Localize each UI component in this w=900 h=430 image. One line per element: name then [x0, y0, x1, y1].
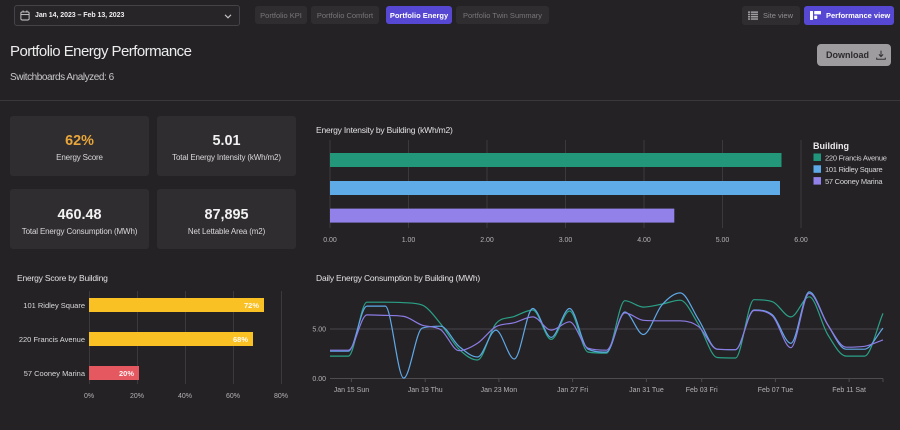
svg-text:0.00: 0.00	[312, 376, 326, 383]
svg-text:Energy Score by Building: Energy Score by Building	[17, 273, 108, 283]
svg-text:1.00: 1.00	[402, 237, 416, 244]
svg-text:3.00: 3.00	[559, 237, 573, 244]
svg-text:220 Francis Avenue: 220 Francis Avenue	[825, 153, 887, 162]
svg-text:0%: 0%	[84, 393, 94, 400]
svg-text:80%: 80%	[274, 393, 288, 400]
svg-text:6.00: 6.00	[794, 237, 808, 244]
svg-text:Jan 15 Sun: Jan 15 Sun	[334, 387, 370, 394]
svg-text:Jan 31 Tue: Jan 31 Tue	[629, 387, 664, 394]
svg-text:Building: Building	[813, 141, 849, 151]
svg-text:68%: 68%	[233, 335, 248, 344]
svg-text:Feb 07 Tue: Feb 07 Tue	[758, 387, 794, 394]
svg-text:5.00: 5.00	[312, 327, 326, 334]
svg-text:57 Cooney Marina: 57 Cooney Marina	[825, 177, 883, 186]
svg-text:5.00: 5.00	[716, 237, 730, 244]
svg-text:Jan 19 Thu: Jan 19 Thu	[408, 387, 443, 394]
svg-text:57 Cooney Marina: 57 Cooney Marina	[24, 369, 86, 378]
svg-text:Daily Energy Consumption by Bu: Daily Energy Consumption by Building (MW…	[316, 273, 480, 283]
svg-text:Jan 27 Fri: Jan 27 Fri	[557, 387, 589, 394]
svg-text:101 Ridley Square: 101 Ridley Square	[23, 301, 85, 310]
svg-text:4.00: 4.00	[637, 237, 651, 244]
svg-text:0.00: 0.00	[323, 237, 337, 244]
svg-text:40%: 40%	[178, 393, 192, 400]
svg-text:Energy Intensity by Building (: Energy Intensity by Building (kWh/m2)	[316, 125, 453, 135]
svg-text:2.00: 2.00	[480, 237, 494, 244]
svg-text:20%: 20%	[119, 369, 134, 378]
svg-text:Feb 03 Fri: Feb 03 Fri	[686, 387, 718, 394]
svg-text:101 Ridley Square: 101 Ridley Square	[825, 165, 883, 174]
svg-text:Jan 23 Mon: Jan 23 Mon	[481, 387, 518, 394]
svg-text:60%: 60%	[226, 393, 240, 400]
svg-text:220 Francis Avenue: 220 Francis Avenue	[19, 335, 85, 344]
svg-text:20%: 20%	[130, 393, 144, 400]
svg-text:72%: 72%	[244, 301, 259, 310]
svg-text:Feb 11 Sat: Feb 11 Sat	[832, 387, 866, 394]
